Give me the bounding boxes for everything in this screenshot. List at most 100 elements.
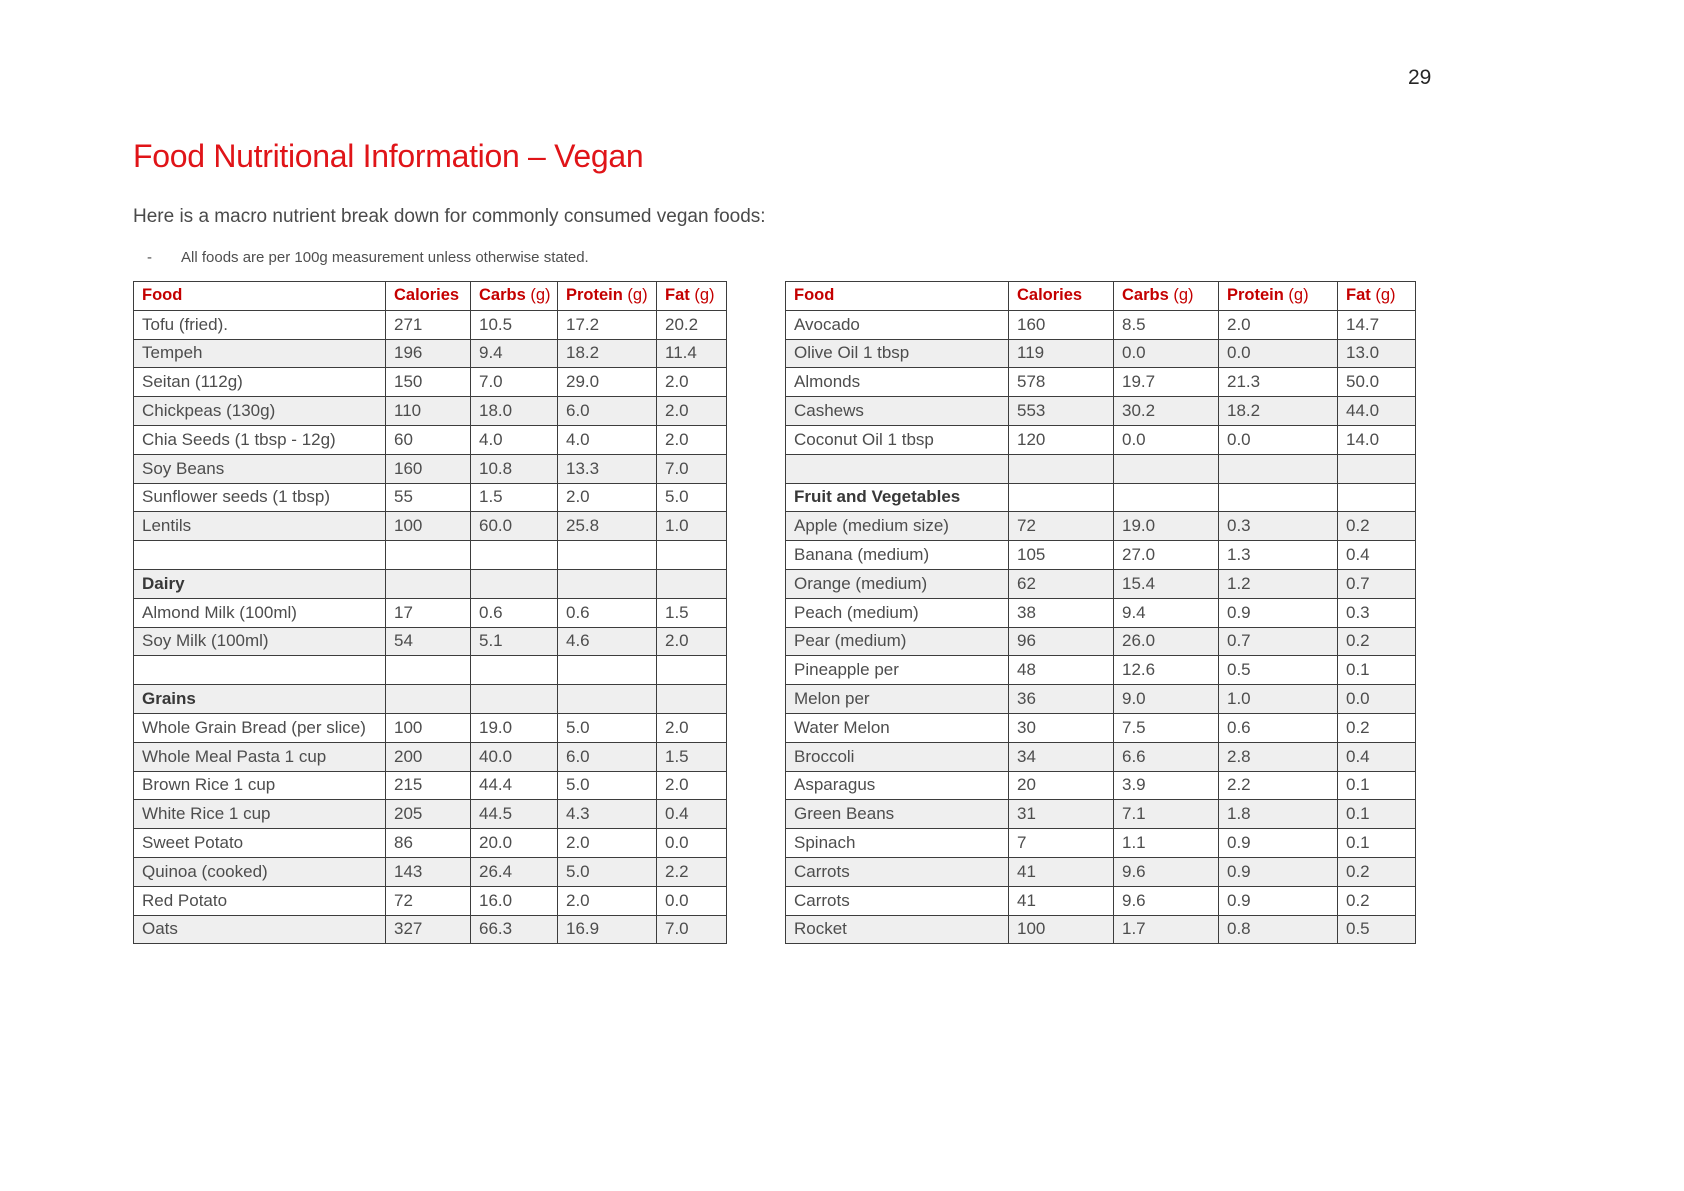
table-row: Orange (medium) 62 15.4 1.2 0.7 (785, 568, 1416, 599)
table-row: Avocado 160 8.5 2.0 14.7 (785, 309, 1416, 340)
table-row: Whole Meal Pasta 1 cup 200 40.0 6.0 1.5 (133, 741, 727, 772)
cell-carbs: 12.6 (1113, 655, 1219, 686)
cell-carbs: 16.0 (470, 885, 558, 916)
cell-calories: 72 (1008, 511, 1114, 542)
cell-fat: 2.2 (656, 856, 727, 887)
cell-calories: 205 (385, 799, 471, 830)
cell-fat: 0.4 (1337, 741, 1416, 772)
cell-protein: 4.0 (557, 424, 657, 455)
intro-text: Here is a macro nutrient break down for … (133, 206, 766, 227)
section-row: Grains (133, 684, 727, 714)
cell-protein (557, 655, 657, 686)
cell-fat: 0.2 (1337, 626, 1416, 657)
column-header-carbs: Carbs (g) (1113, 281, 1219, 311)
cell-protein: 0.8 (1218, 914, 1338, 945)
table-row: Spinach 7 1.1 0.9 0.1 (785, 828, 1416, 858)
cell-food: Red Potato (133, 885, 386, 916)
cell-fat: 7.0 (656, 453, 727, 484)
cell-fat: 11.4 (656, 338, 727, 369)
cell-food: Sweet Potato (133, 828, 386, 858)
table-row: Quinoa (cooked) 143 26.4 5.0 2.2 (133, 856, 727, 887)
cell-fat: 0.1 (1337, 655, 1416, 686)
cell-protein: 17.2 (557, 309, 657, 340)
cell-calories: 200 (385, 741, 471, 772)
cell-food: Oats (133, 914, 386, 945)
cell-carbs (470, 540, 558, 570)
column-header-fat: Fat (g) (1337, 281, 1416, 311)
table-row: Seitan (112g) 150 7.0 29.0 2.0 (133, 367, 727, 398)
cell-calories: 62 (1008, 568, 1114, 599)
cell-calories: 30 (1008, 712, 1114, 743)
cell-protein (557, 568, 657, 599)
cell-carbs: 8.5 (1113, 309, 1219, 340)
cell-carbs: 27.0 (1113, 540, 1219, 570)
cell-calories: 7 (1008, 828, 1114, 858)
cell-calories: 60 (385, 424, 471, 455)
cell-fat: 2.0 (656, 367, 727, 398)
cell-fat: 20.2 (656, 309, 727, 340)
cell-calories: 119 (1008, 338, 1114, 369)
table-row: Brown Rice 1 cup 215 44.4 5.0 2.0 (133, 770, 727, 801)
cell-calories: 34 (1008, 741, 1114, 772)
cell-protein: 0.9 (1218, 597, 1338, 628)
table-row: Pineapple per 48 12.6 0.5 0.1 (785, 655, 1416, 686)
table-row: Green Beans 31 7.1 1.8 0.1 (785, 799, 1416, 830)
cell-protein: 2.0 (557, 885, 657, 916)
table-row: Banana (medium) 105 27.0 1.3 0.4 (785, 540, 1416, 570)
column-header-fat: Fat (g) (656, 281, 727, 311)
cell-calories: 72 (385, 885, 471, 916)
cell-fat (656, 568, 727, 599)
cell-protein: 25.8 (557, 511, 657, 542)
cell-carbs: 0.0 (1113, 424, 1219, 455)
cell-carbs: 66.3 (470, 914, 558, 945)
cell-fat: 0.0 (656, 885, 727, 916)
cell-fat: 44.0 (1337, 396, 1416, 426)
cell-protein: 29.0 (557, 367, 657, 398)
cell-calories: 100 (1008, 914, 1114, 945)
cell-calories: 54 (385, 626, 471, 657)
cell-protein: 0.6 (1218, 712, 1338, 743)
cell-protein: 1.2 (1218, 568, 1338, 599)
table-row: Sweet Potato 86 20.0 2.0 0.0 (133, 828, 727, 858)
cell-food: Grains (133, 684, 386, 714)
cell-carbs: 44.4 (470, 770, 558, 801)
cell-protein: 4.6 (557, 626, 657, 657)
cell-fat: 13.0 (1337, 338, 1416, 369)
cell-protein: 0.9 (1218, 885, 1338, 916)
table-row: Lentils 100 60.0 25.8 1.0 (133, 511, 727, 542)
table-row: Almond Milk (100ml) 17 0.6 0.6 1.5 (133, 597, 727, 628)
column-header-carbs: Carbs (g) (470, 281, 558, 311)
cell-protein: 2.0 (1218, 309, 1338, 340)
cell-fat: 0.0 (1337, 684, 1416, 714)
cell-calories: 215 (385, 770, 471, 801)
cell-protein: 0.0 (1218, 338, 1338, 369)
cell-protein: 0.5 (1218, 655, 1338, 686)
spacer-row (133, 540, 727, 570)
cell-fat: 0.2 (1337, 712, 1416, 743)
cell-fat: 5.0 (656, 482, 727, 513)
cell-calories: 55 (385, 482, 471, 513)
cell-calories: 41 (1008, 885, 1114, 916)
table-row: Sunflower seeds (1 tbsp) 55 1.5 2.0 5.0 (133, 482, 727, 513)
cell-protein (1218, 482, 1338, 513)
table-row: Rocket 100 1.7 0.8 0.5 (785, 914, 1416, 945)
table-row: Apple (medium size) 72 19.0 0.3 0.2 (785, 511, 1416, 542)
cell-protein: 5.0 (557, 856, 657, 887)
cell-food: Almonds (785, 367, 1009, 398)
column-header-protein: Protein (g) (1218, 281, 1338, 311)
cell-calories: 17 (385, 597, 471, 628)
note-text: All foods are per 100g measurement unles… (181, 249, 589, 266)
cell-calories (385, 655, 471, 686)
cell-food: Green Beans (785, 799, 1009, 830)
column-header-protein: Protein (g) (557, 281, 657, 311)
cell-fat (656, 655, 727, 686)
table-row: White Rice 1 cup 205 44.5 4.3 0.4 (133, 799, 727, 830)
cell-carbs: 7.0 (470, 367, 558, 398)
cell-food: Apple (medium size) (785, 511, 1009, 542)
cell-fat: 1.0 (656, 511, 727, 542)
cell-fat: 2.0 (656, 424, 727, 455)
page-title: Food Nutritional Information – Vegan (133, 138, 644, 174)
table-row: Carrots 41 9.6 0.9 0.2 (785, 856, 1416, 887)
cell-carbs: 40.0 (470, 741, 558, 772)
